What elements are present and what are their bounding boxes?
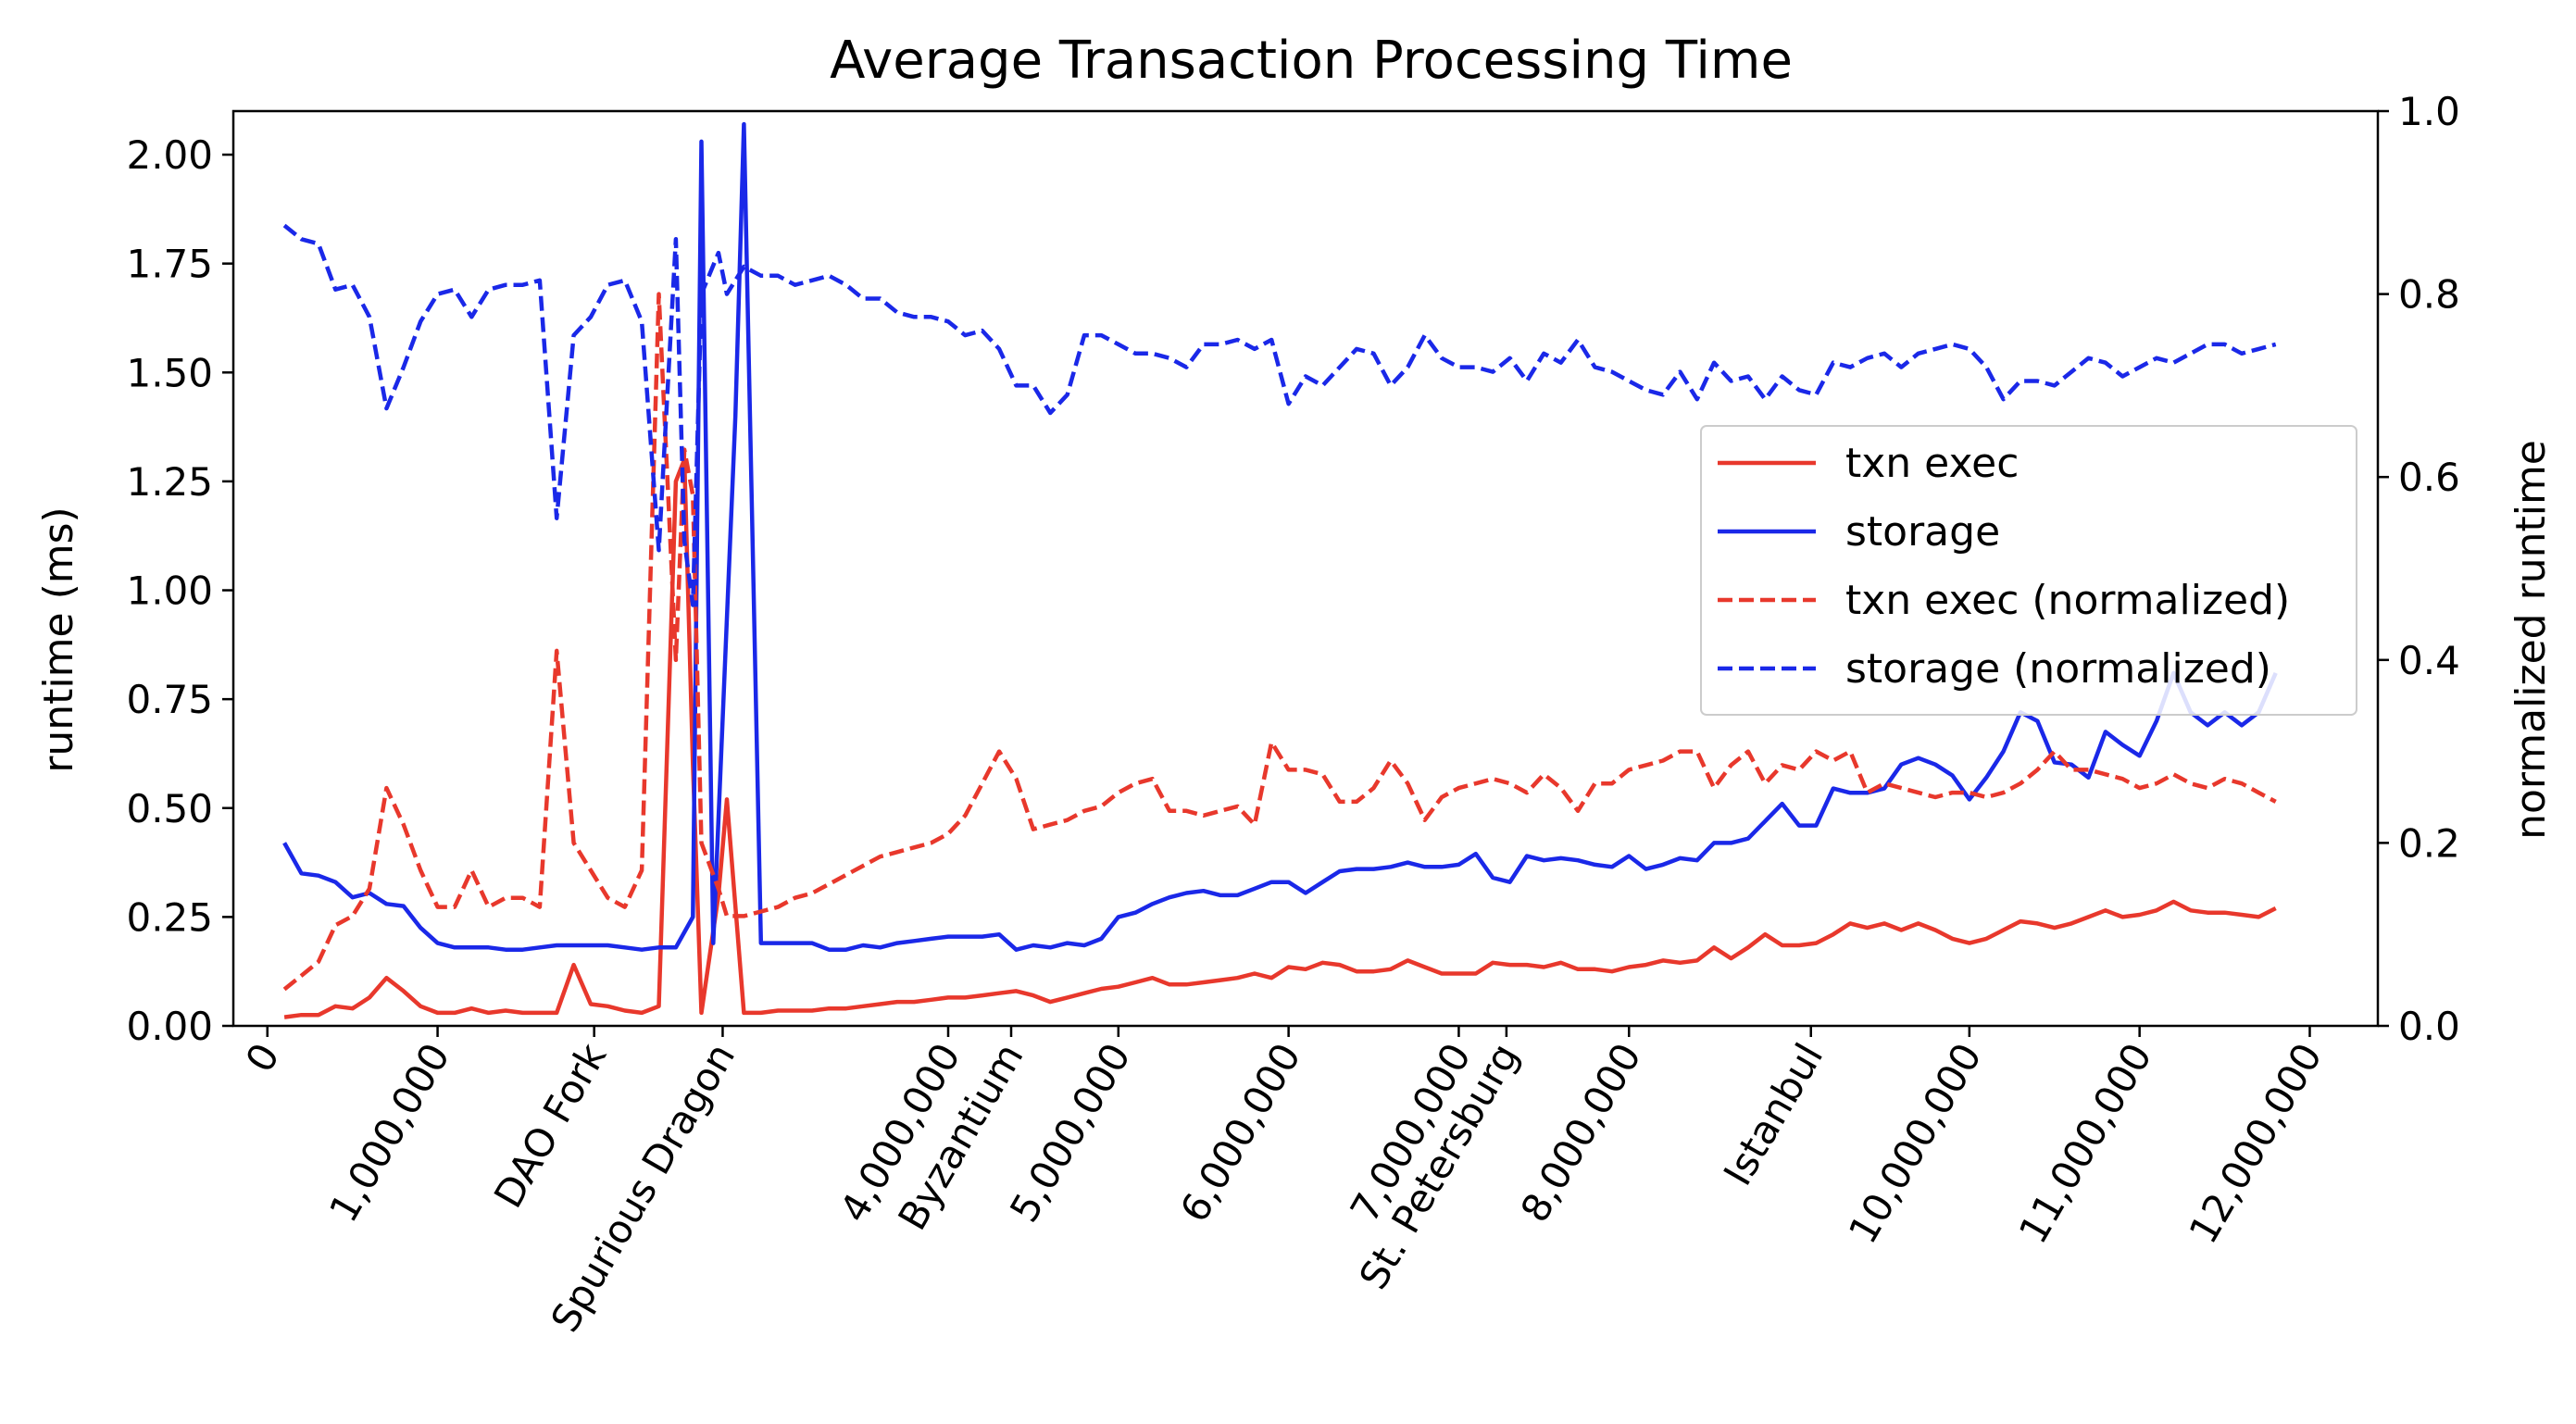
y-tick-label: 1.75	[126, 242, 213, 287]
y-tick-label: 0.50	[126, 786, 213, 831]
series-line-txn-exec	[283, 457, 2277, 1019]
legend-box	[1700, 425, 2357, 716]
legend-label: storage (normalized)	[1845, 645, 2271, 693]
y-tick-label: 1.50	[126, 350, 213, 395]
series-line-storage	[282, 121, 2278, 952]
y-axis-label: runtime (ms)	[35, 506, 82, 772]
legend-label: storage	[1845, 508, 2000, 556]
chart-title: Average Transaction Processing Time	[830, 31, 1793, 91]
y-tick-label: 0.75	[126, 677, 213, 722]
y2-tick-label: 0.4	[2398, 638, 2460, 683]
series-line-storage-normalized	[282, 223, 2277, 607]
y2-axis-label: normalized runtime	[2507, 440, 2555, 840]
y-tick-label: 0.00	[126, 1004, 213, 1049]
legend-label: txn exec	[1845, 440, 2019, 487]
y-tick-label: 1.25	[126, 459, 213, 505]
plot-frame	[231, 109, 2380, 1028]
y2-tick-label: 0.2	[2398, 820, 2460, 866]
series-group	[282, 121, 2278, 1019]
y2-tick-label: 0.6	[2398, 455, 2460, 500]
y-tick-label: 0.25	[126, 894, 213, 940]
legend: txn exec storage txn exec (normalized) stor…	[1700, 425, 2357, 716]
plot-area	[282, 121, 2278, 1019]
y-tick-label: 1.00	[126, 568, 213, 614]
y2-tick-label: 0.0	[2398, 1004, 2460, 1049]
y2-tick-label: 0.8	[2398, 272, 2460, 318]
series-line-txn-exec-normalized	[282, 292, 2277, 992]
legend-label: txn exec (normalized)	[1845, 577, 2290, 624]
y2-tick-label: 1.0	[2398, 89, 2460, 134]
y-tick-label: 2.00	[126, 132, 213, 178]
